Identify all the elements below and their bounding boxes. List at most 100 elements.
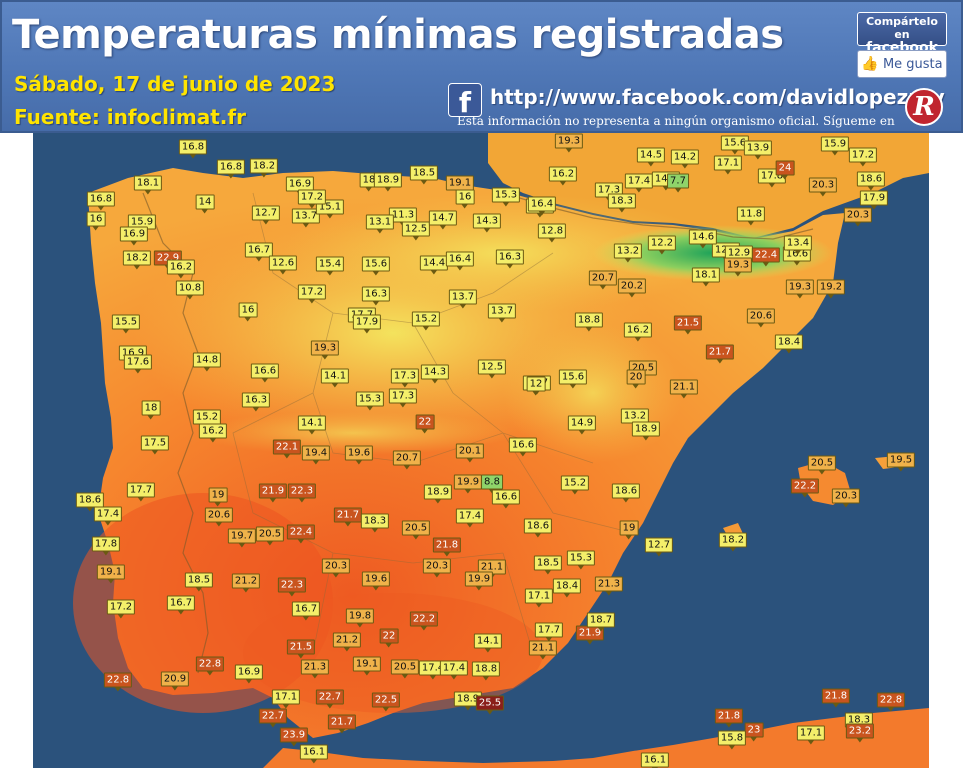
temperature-station-label: 16 — [238, 302, 258, 322]
temperature-station-label: 16.3 — [495, 249, 525, 269]
temperature-station-label: 12.2 — [647, 235, 677, 255]
temperature-station-label: 22.7 — [315, 689, 345, 709]
temperature-station-label: 21.1 — [528, 640, 558, 660]
temperature-station-label: 17.1 — [271, 689, 301, 709]
temperature-station-label: 12.8 — [537, 223, 567, 243]
temperature-station-label: 19.8 — [345, 608, 375, 628]
share-button-label: Compártelo en — [866, 15, 938, 41]
temperature-station-label: 25.5 — [475, 695, 505, 715]
temperature-station-label: 17.8 — [91, 536, 121, 556]
temperature-station-label: 13.7 — [448, 289, 478, 309]
temperature-station-label: 18.4 — [552, 578, 582, 598]
temperature-station-label: 17.2 — [848, 147, 878, 167]
temperature-station-label: 12.5 — [401, 221, 431, 241]
temperature-station-label: 21.3 — [594, 576, 624, 596]
temperature-station-label: 15.8 — [717, 730, 747, 750]
temperature-station-label: 18.2 — [122, 250, 152, 270]
temperature-station-label: 19.1 — [445, 175, 475, 195]
temperature-station-label: 22.8 — [195, 656, 225, 676]
temperature-station-label: 20.9 — [160, 671, 190, 691]
temperature-station-label: 17.4 — [439, 660, 469, 680]
temperature-station-label: 16.6 — [250, 363, 280, 383]
temperature-station-label: 20 — [626, 369, 646, 389]
temperature-station-label: 13.1 — [365, 214, 395, 234]
temperature-station-label: 20.3 — [843, 207, 873, 227]
temperature-station-label: 16.7 — [291, 601, 321, 621]
temperature-station-label: 22 — [379, 628, 399, 648]
temperature-station-label: 17.3 — [390, 368, 420, 388]
temperature-station-label: 20.3 — [422, 558, 452, 578]
temperature-station-label: 19.7 — [227, 528, 257, 548]
temperature-station-label: 21.7 — [705, 344, 735, 364]
temperature-station-label: 24 — [775, 160, 795, 180]
temperature-station-label: 21.5 — [286, 639, 316, 659]
temperature-station-label: 23 — [744, 722, 764, 742]
temperature-station-label: 16.7 — [244, 242, 274, 262]
temperature-station-label: 22.1 — [272, 439, 302, 459]
temperature-station-label: 16.9 — [234, 664, 264, 684]
temperature-station-label: 18.6 — [75, 492, 105, 512]
temperature-station-label: 19 — [208, 487, 228, 507]
temperature-station-label: 21.2 — [332, 632, 362, 652]
temperature-station-label: 17.6 — [123, 354, 153, 374]
temperature-station-label: 12.6 — [268, 255, 298, 275]
temperature-station-label: 15.4 — [315, 256, 345, 276]
temperature-station-label: 15.2 — [192, 409, 222, 429]
like-button-label: Me gusta — [882, 57, 943, 72]
temperature-station-label: 22.8 — [103, 672, 133, 692]
temperature-station-label: 15.3 — [355, 391, 385, 411]
temperature-station-label: 14.5 — [636, 147, 666, 167]
temperature-station-label: 16.8 — [178, 139, 208, 159]
temperature-station-label: 18.1 — [691, 267, 721, 287]
temperature-station-label: 19.9 — [453, 474, 483, 494]
temperature-station-label: 16 — [86, 211, 106, 231]
facebook-logo-icon[interactable]: f — [448, 83, 482, 117]
temperature-station-label: 20.5 — [390, 659, 420, 679]
southwest-hot-zone — [73, 493, 333, 713]
temperature-station-label: 17.4 — [624, 173, 654, 193]
temperature-station-label: 14.8 — [192, 352, 222, 372]
temperature-station-label: 14.4 — [419, 255, 449, 275]
south-hot-zone — [243, 593, 543, 713]
temperature-station-label: 23.9 — [279, 727, 309, 747]
temperature-station-label: 18.8 — [471, 661, 501, 681]
temperature-station-label: 20.6 — [746, 308, 776, 328]
temperature-station-label: 13.4 — [783, 235, 813, 255]
temperature-station-label: 16.8 — [216, 159, 246, 179]
temperature-station-label: 18.1 — [133, 175, 163, 195]
temperature-station-label: 18.6 — [523, 518, 553, 538]
temperature-station-label: 22.3 — [277, 577, 307, 597]
temperature-station-label: 17.1 — [524, 588, 554, 608]
author-logo-icon[interactable]: R — [905, 88, 943, 126]
temperature-station-label: 18.9 — [423, 484, 453, 504]
temperature-station-label: 16.2 — [198, 423, 228, 443]
share-on-facebook-button[interactable]: Compártelo en facebook — [857, 12, 947, 56]
temperature-station-label: 14.1 — [473, 633, 503, 653]
temperature-station-label: 12.7 — [644, 537, 674, 557]
temperature-station-label: 15.3 — [491, 187, 521, 207]
temperature-station-label: 22.4 — [751, 247, 781, 267]
temperature-station-label: 7.7 — [667, 173, 689, 193]
temperature-station-label: 18.6 — [611, 483, 641, 503]
facebook-link[interactable]: http://www.facebook.com/davidlopezrey — [490, 85, 945, 109]
temperature-station-label: 13.2 — [613, 243, 643, 263]
like-button[interactable]: 👍 Me gusta — [857, 50, 947, 78]
north-africa-land — [263, 708, 929, 768]
temperature-station-label: 13.9 — [743, 140, 773, 160]
temperature-station-label: 19.9 — [464, 571, 494, 591]
header-banner: Temperaturas mínimas registradas Sábado,… — [0, 0, 963, 133]
temperature-station-label: 18.2 — [718, 532, 748, 552]
temperature-station-label: 16.4 — [445, 251, 475, 271]
temperature-station-label: 20.5 — [255, 526, 285, 546]
like-thumb-icon: 👍 — [861, 56, 879, 72]
temperature-station-label: 23.2 — [845, 723, 875, 743]
station-labels-layer: 16.8 16.8 18.2 18.1 16.8 14 16 15.9 16.9 18.2 22.9… — [33, 133, 929, 768]
temperature-station-label: 20.3 — [808, 177, 838, 197]
temperature-station-label: 16 — [455, 189, 475, 209]
temperature-station-label: 22.2 — [409, 611, 439, 631]
temperature-station-label: 14.7 — [428, 210, 458, 230]
temperature-station-label: 20.5 — [807, 455, 837, 475]
temperature-station-label: 16.9 — [119, 226, 149, 246]
temperature-station-label: 18.9 — [453, 691, 483, 711]
temperature-station-label: 19.6 — [344, 445, 374, 465]
